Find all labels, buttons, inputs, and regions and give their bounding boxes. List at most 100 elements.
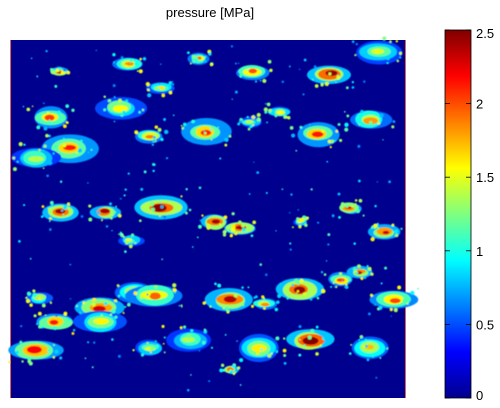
pressure-speck xyxy=(36,322,39,326)
pressure-speck xyxy=(103,95,107,99)
pressure-speck xyxy=(41,205,45,208)
pressure-speck xyxy=(19,340,23,344)
pressure-speck xyxy=(47,348,50,352)
pressure-speck xyxy=(20,324,23,328)
pressure-speck xyxy=(52,325,58,331)
pressure-speck xyxy=(15,350,19,355)
pressure-speck xyxy=(158,82,161,85)
pressure-speck xyxy=(376,181,379,183)
pressure-speck xyxy=(135,58,138,61)
pressure-speck xyxy=(161,324,165,329)
pressure-speck xyxy=(316,296,320,300)
pressure-speck xyxy=(311,78,314,81)
pressure-speck xyxy=(394,229,399,234)
pressure-speck xyxy=(291,283,295,287)
pressure-speck xyxy=(336,75,341,80)
pressure-speck xyxy=(357,144,361,148)
pressure-speck xyxy=(310,328,315,333)
pressure-speck xyxy=(88,204,92,208)
pressure-speck xyxy=(91,302,96,307)
pressure-speck xyxy=(313,65,317,69)
pressure-speck xyxy=(163,215,167,219)
colorbar-tick-label: 0 xyxy=(476,388,483,403)
pressure-patch xyxy=(389,298,401,304)
pressure-speck xyxy=(299,125,303,129)
pressure-speck xyxy=(358,198,363,203)
pressure-speck xyxy=(199,219,202,222)
pressure-speck xyxy=(43,126,48,131)
pressure-speck xyxy=(146,293,149,296)
pressure-speck xyxy=(179,326,183,330)
pressure-speck xyxy=(154,125,159,129)
pressure-speck xyxy=(40,215,44,219)
pressure-speck xyxy=(164,86,169,90)
pressure-speck xyxy=(238,220,242,225)
colorbar-tick-label: 0.5 xyxy=(476,317,494,332)
pressure-speck xyxy=(191,119,195,124)
pressure-speck xyxy=(384,266,388,270)
pressure-speck xyxy=(231,212,235,216)
pressure-speck xyxy=(112,84,116,88)
pressure-speck xyxy=(392,120,396,123)
colorbar-tick-label: 2.5 xyxy=(476,26,494,41)
pressure-speck xyxy=(238,120,242,124)
pressure-speck xyxy=(63,137,65,140)
pressure-speck xyxy=(208,380,211,383)
pressure-speck xyxy=(168,90,173,95)
pressure-patch xyxy=(100,208,110,214)
pressure-speck xyxy=(109,313,113,316)
pressure-patch xyxy=(371,48,385,55)
pressure-speck xyxy=(191,54,196,59)
pressure-speck xyxy=(237,122,241,126)
pressure-speck xyxy=(55,68,60,73)
pressure-speck xyxy=(57,111,60,115)
pressure-speck xyxy=(198,224,202,229)
pressure-speck xyxy=(93,341,96,344)
pressure-speck xyxy=(232,372,236,376)
pressure-speck xyxy=(344,285,347,289)
pressure-speck xyxy=(158,87,161,90)
pressure-speck xyxy=(352,267,357,272)
pressure-speck xyxy=(350,343,353,346)
pressure-speck xyxy=(328,72,332,76)
pressure-speck xyxy=(125,240,129,245)
pressure-speck xyxy=(354,199,358,202)
pressure-speck xyxy=(269,68,273,73)
pressure-patch xyxy=(211,219,221,224)
pressure-speck xyxy=(247,286,250,289)
pressure-speck xyxy=(68,318,71,321)
pressure-speck xyxy=(97,211,101,214)
pressure-speck xyxy=(376,222,380,226)
pressure-speck xyxy=(59,356,63,360)
pressure-speck xyxy=(118,214,122,218)
pressure-speck xyxy=(152,169,155,173)
pressure-speck xyxy=(100,314,103,317)
pressure-speck xyxy=(402,298,406,302)
pressure-speck xyxy=(63,311,68,316)
pressure-speck xyxy=(140,353,145,357)
pressure-speck xyxy=(335,81,337,84)
pressure-speck xyxy=(339,272,343,276)
pressure-patch xyxy=(293,286,306,294)
pressure-speck xyxy=(372,228,375,232)
pressure-speck xyxy=(281,80,285,84)
pressure-speck xyxy=(252,220,257,225)
pressure-speck xyxy=(41,326,44,329)
pressure-speck xyxy=(223,215,228,220)
pressure-speck xyxy=(72,328,76,332)
pressure-speck xyxy=(62,68,66,72)
pressure-speck xyxy=(338,215,341,219)
pressure-speck xyxy=(45,50,48,53)
pressure-speck xyxy=(274,307,279,312)
pressure-speck xyxy=(168,81,173,85)
pressure-speck xyxy=(52,356,56,359)
pressure-speck xyxy=(283,353,287,357)
pressure-speck xyxy=(138,69,143,74)
pressure-speck xyxy=(180,124,183,127)
pressure-speck xyxy=(110,217,113,220)
pressure-speck xyxy=(234,232,238,236)
pressure-speck xyxy=(289,212,291,214)
pressure-speck xyxy=(125,64,128,67)
pressure-speck xyxy=(50,204,53,208)
pressure-speck xyxy=(370,225,375,229)
